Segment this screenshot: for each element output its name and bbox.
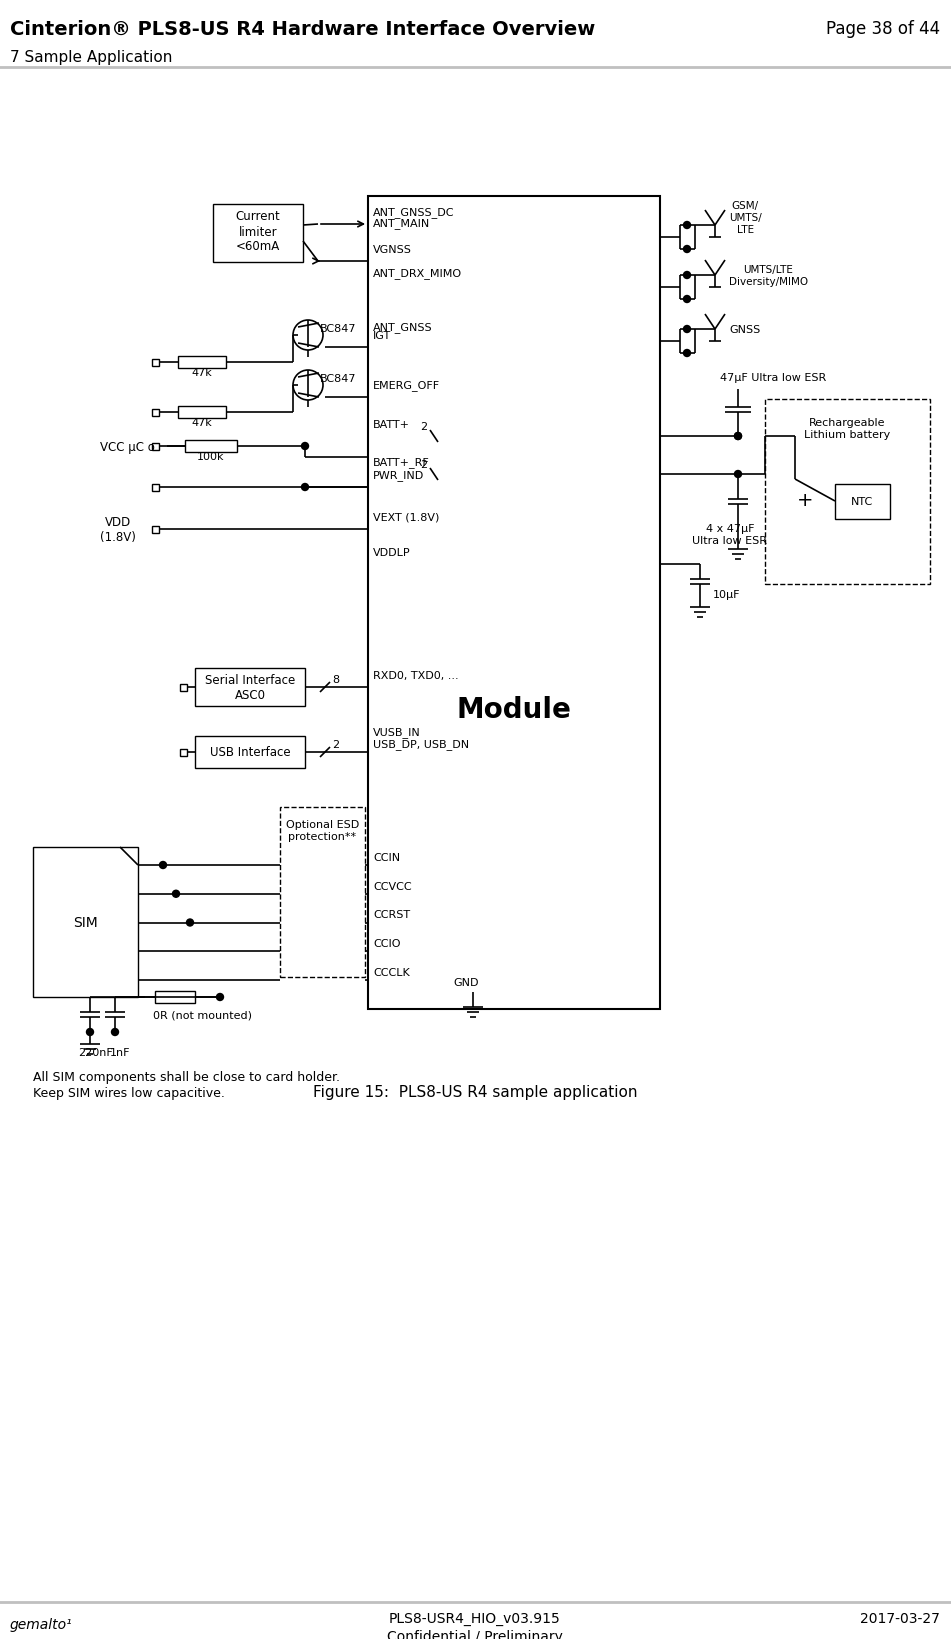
Text: Page 38 of 44: Page 38 of 44 — [825, 20, 940, 38]
Circle shape — [172, 890, 180, 898]
Bar — [151, 443, 159, 451]
Text: VCC μC o: VCC μC o — [100, 441, 155, 454]
Text: USB Interface: USB Interface — [209, 746, 290, 759]
Text: BC847: BC847 — [320, 325, 357, 334]
Text: VGNSS: VGNSS — [373, 244, 412, 254]
Circle shape — [734, 433, 742, 441]
Bar — [178, 406, 226, 418]
Bar — [835, 485, 890, 520]
Text: Optional ESD
protection**: Optional ESD protection** — [286, 820, 359, 841]
Text: ANT_MAIN: ANT_MAIN — [373, 218, 430, 229]
Circle shape — [734, 472, 742, 479]
Text: CCIO: CCIO — [373, 939, 400, 949]
Text: 2: 2 — [332, 739, 340, 749]
Bar — [368, 197, 660, 1010]
Text: 4 x 47μF
Ultra low ESR: 4 x 47μF Ultra low ESR — [692, 524, 767, 546]
Text: CCIN: CCIN — [373, 852, 400, 862]
Text: Current
limiter
<60mA: Current limiter <60mA — [236, 210, 281, 254]
Text: CCVCC: CCVCC — [373, 882, 412, 892]
Text: IGT: IGT — [373, 331, 391, 341]
Bar — [280, 808, 365, 977]
Text: 7 Sample Application: 7 Sample Application — [10, 49, 172, 66]
Bar — [765, 400, 930, 585]
Circle shape — [734, 433, 742, 441]
Text: 47μF Ultra low ESR: 47μF Ultra low ESR — [720, 372, 826, 384]
Bar — [180, 683, 186, 692]
Text: Figure 15:  PLS8-US R4 sample application: Figure 15: PLS8-US R4 sample application — [313, 1085, 637, 1100]
Circle shape — [684, 223, 690, 229]
Text: GSM/
UMTS/
LTE: GSM/ UMTS/ LTE — [729, 202, 762, 234]
Text: RXD0, TXD0, ...: RXD0, TXD0, ... — [373, 670, 458, 680]
Bar — [33, 847, 138, 998]
Bar — [180, 749, 186, 756]
Bar — [213, 205, 303, 262]
Text: 2017-03-27: 2017-03-27 — [860, 1611, 940, 1624]
Bar — [151, 526, 159, 533]
Text: BATT+: BATT+ — [373, 420, 410, 429]
Text: GNSS: GNSS — [729, 325, 760, 334]
Circle shape — [684, 246, 690, 254]
Circle shape — [217, 993, 223, 1001]
Text: GND: GND — [453, 977, 478, 987]
Text: 47k: 47k — [191, 367, 212, 377]
Text: VUSB_IN: VUSB_IN — [373, 728, 420, 738]
Text: ANT_DRX_MIMO: ANT_DRX_MIMO — [373, 269, 462, 279]
Text: gemalto¹: gemalto¹ — [10, 1618, 72, 1631]
Circle shape — [160, 862, 166, 869]
Circle shape — [684, 272, 690, 279]
Bar — [195, 736, 305, 769]
Text: PWR_IND: PWR_IND — [373, 470, 424, 482]
Text: UMTS/LTE
Diversity/MIMO: UMTS/LTE Diversity/MIMO — [729, 266, 808, 287]
Circle shape — [684, 326, 690, 333]
Text: 8: 8 — [332, 675, 340, 685]
Text: 47k: 47k — [191, 418, 212, 428]
Text: VDD
(1.8V): VDD (1.8V) — [100, 516, 136, 544]
Text: ANT_GNSS_DC: ANT_GNSS_DC — [373, 208, 455, 218]
Text: 2: 2 — [420, 459, 427, 470]
Text: +: + — [797, 490, 813, 510]
Circle shape — [684, 351, 690, 357]
Text: Keep SIM wires low capacitive.: Keep SIM wires low capacitive. — [33, 1087, 224, 1100]
Text: Cinterion® PLS8-US R4 Hardware Interface Overview: Cinterion® PLS8-US R4 Hardware Interface… — [10, 20, 595, 39]
Text: VEXT (1.8V): VEXT (1.8V) — [373, 513, 439, 523]
Text: 1nF: 1nF — [110, 1047, 130, 1057]
Text: Module: Module — [456, 695, 572, 723]
Text: Serial Interface
ASC0: Serial Interface ASC0 — [204, 674, 295, 701]
Circle shape — [87, 1029, 93, 1036]
Text: 100k: 100k — [197, 452, 224, 462]
Bar — [178, 357, 226, 369]
Text: CCRST: CCRST — [373, 910, 410, 919]
Text: VDDLP: VDDLP — [373, 547, 411, 557]
Bar — [195, 669, 305, 706]
Circle shape — [186, 919, 193, 926]
Text: EMERG_OFF: EMERG_OFF — [373, 380, 440, 392]
Text: CCCLK: CCCLK — [373, 967, 410, 977]
Text: 0R (not mounted): 0R (not mounted) — [153, 1010, 252, 1021]
Text: 10μF: 10μF — [713, 590, 741, 600]
Text: ANT_GNSS: ANT_GNSS — [373, 323, 433, 333]
Text: 2: 2 — [420, 421, 427, 431]
Circle shape — [111, 1029, 119, 1036]
Text: 220nF: 220nF — [78, 1047, 113, 1057]
Text: BC847: BC847 — [320, 374, 357, 384]
Bar — [185, 441, 237, 452]
Text: SIM: SIM — [73, 916, 98, 929]
Circle shape — [684, 297, 690, 303]
Text: BATT+_RF: BATT+_RF — [373, 457, 430, 469]
Text: Rechargeable
Lithium battery: Rechargeable Lithium battery — [805, 418, 891, 439]
Text: USB_DP, USB_DN: USB_DP, USB_DN — [373, 739, 469, 751]
Circle shape — [301, 484, 308, 492]
Text: NTC: NTC — [851, 497, 873, 506]
Bar — [155, 992, 195, 1003]
Circle shape — [301, 443, 308, 451]
Text: Confidential / Preliminary: Confidential / Preliminary — [387, 1629, 563, 1639]
Bar — [151, 359, 159, 365]
Bar — [151, 410, 159, 416]
Bar — [151, 484, 159, 492]
Text: All SIM components shall be close to card holder.: All SIM components shall be close to car… — [33, 1070, 340, 1083]
Text: PLS8-USR4_HIO_v03.915: PLS8-USR4_HIO_v03.915 — [389, 1611, 561, 1624]
